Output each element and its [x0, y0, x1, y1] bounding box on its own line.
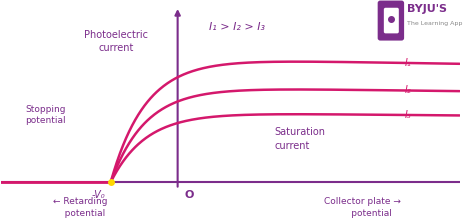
- Text: Photoelectric
current: Photoelectric current: [84, 30, 148, 53]
- Text: I₁ > I₂ > I₃: I₁ > I₂ > I₃: [210, 22, 265, 32]
- Text: O: O: [185, 190, 194, 200]
- Text: I₃: I₃: [405, 110, 412, 120]
- Text: -V₀: -V₀: [92, 190, 105, 200]
- Text: Stopping
potential: Stopping potential: [25, 105, 66, 126]
- Text: Saturation
current: Saturation current: [274, 128, 326, 151]
- FancyBboxPatch shape: [378, 0, 404, 41]
- Text: ← Retarding
   potential: ← Retarding potential: [54, 198, 108, 218]
- Text: I₂: I₂: [405, 85, 412, 95]
- Text: Collector plate →
      potential: Collector plate → potential: [324, 198, 401, 218]
- Text: BYJU'S: BYJU'S: [407, 4, 447, 14]
- FancyBboxPatch shape: [384, 8, 399, 33]
- Text: I₁: I₁: [405, 58, 412, 68]
- Text: The Learning App: The Learning App: [407, 21, 462, 26]
